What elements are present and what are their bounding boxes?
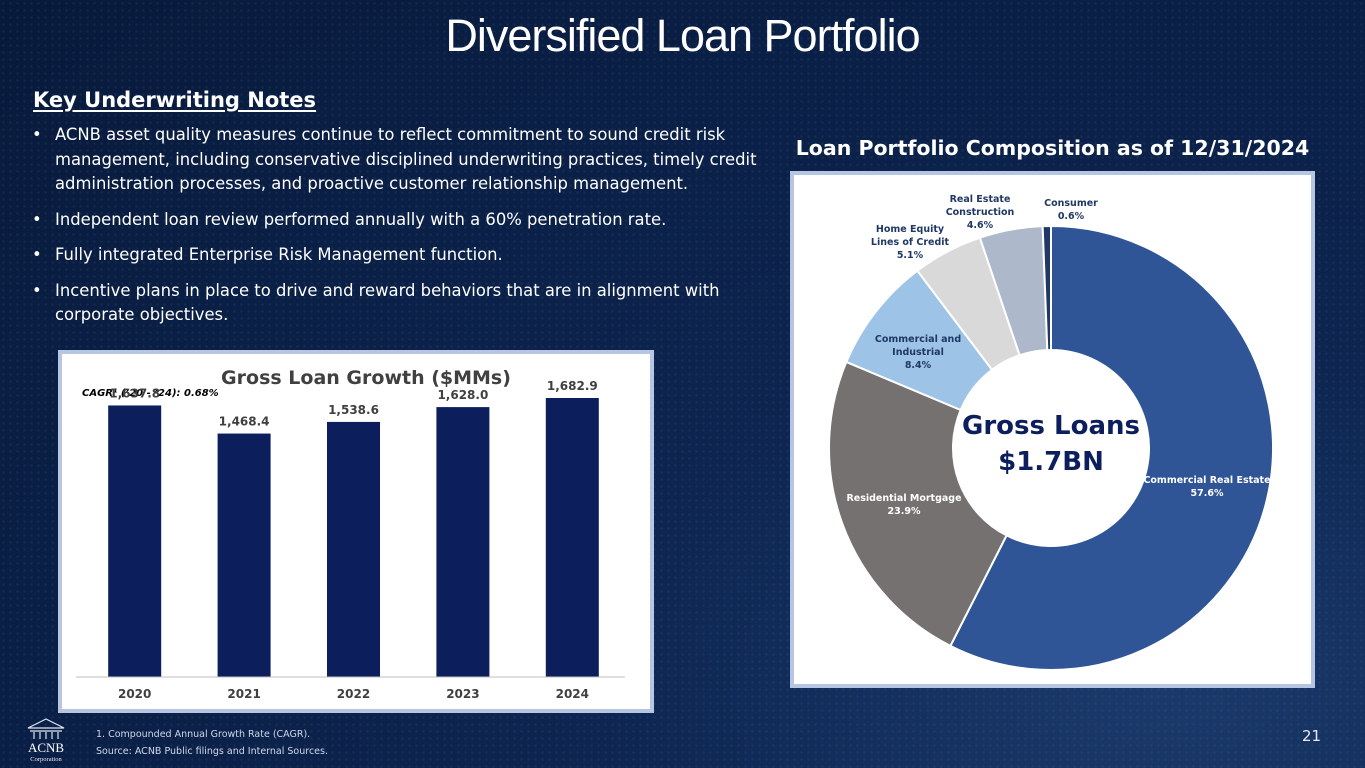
bullet-item: Incentive plans in place to drive and re… [30,279,775,328]
x-tick-label: 2022 [337,687,370,701]
logo-subtext: Corporation [30,756,62,763]
donut-center-label: Gross Loans [962,411,1140,441]
slice-category-label: Commercial and [875,334,961,345]
pie-slice-label: Consumer 0.6% [1044,198,1098,222]
pie-chart-title: Loan Portfolio Composition as of 12/31/2… [795,136,1310,160]
bar-data-label: 1,628.0 [437,388,488,402]
pie-slice [1041,224,1052,352]
page-title: Diversified Loan Portfolio [445,10,920,61]
x-tick-label: 2023 [446,687,479,701]
pie-slice-label: Home Equity Lines of Credit 5.1% [871,224,950,261]
pie-slice-label: Residential Mortgage 23.9% [846,493,961,517]
slice-category-label: Real Estate [950,194,1011,205]
gross-loan-growth-panel: Gross Loan Growth ($MMs) CAGR¹ (’20 - ’24… [58,350,654,713]
bullet-item: Fully integrated Enterprise Risk Managem… [30,243,775,268]
slice-category-label: Lines of Credit [871,237,950,248]
pie-slice [949,224,1274,671]
slice-category-label: Industrial [892,347,944,358]
bar-2021 [217,433,271,677]
slice-value-label: 57.6% [1191,488,1224,499]
logo-text: ACNB [28,740,64,755]
notes-heading: Key Underwriting Notes [33,88,317,112]
pie-slice-label: Commercial Real Estate 57.6% [1143,475,1270,499]
bar-chart: Gross Loan Growth ($MMs)CAGR¹ (’20 - ’24… [76,367,625,701]
pie-slice [828,360,1008,648]
bar-data-label: 1,682.9 [547,379,598,393]
loan-composition-panel: Commercial Real Estate 57.6% Residential M… [790,171,1315,688]
bar-2024 [545,397,599,677]
slice-value-label: 0.6% [1058,211,1085,222]
page-number: 21 [1302,727,1322,745]
x-tick-label: 2020 [118,687,151,701]
slice-value-label: 5.1% [897,250,924,261]
slice-category-label: Consumer [1044,198,1098,209]
pie-slice-label: Commercial and Industrial 8.4% [875,334,961,371]
bullet-item: ACNB asset quality measures continue to … [30,123,775,197]
notes-bullet-list: ACNB asset quality measures continue to … [30,123,775,339]
x-tick-label: 2021 [227,687,260,701]
bar-data-label: 1,468.4 [219,415,270,429]
bar-data-label: 1,538.6 [328,403,379,417]
slice-category-label: Commercial Real Estate [1143,475,1270,486]
donut-center-value: $1.7BN [998,447,1104,477]
footnote-cagr: 1. Compounded Annual Growth Rate (CAGR). [96,729,311,740]
slice-value-label: 23.9% [888,506,921,517]
footnote-source: Source: ACNB Public filings and Internal… [96,746,328,757]
donut-chart: Commercial Real Estate 57.6% Residential M… [828,194,1274,671]
slice-value-label: 4.6% [967,220,994,231]
bar-chart-title: Gross Loan Growth ($MMs) [221,367,511,389]
bar-2023 [436,407,490,677]
cagr-annotation: CAGR¹ (’20 - ’24): 0.68% [82,388,219,399]
bullet-item: Independent loan review performed annual… [30,208,775,233]
bank-building-icon [27,718,65,739]
x-tick-label: 2024 [556,687,589,701]
acnb-logo: ACNB Corporation [27,718,65,763]
slice-category-label: Home Equity [876,224,945,235]
slice-category-label: Residential Mortgage [846,493,961,504]
slice-category-label: Construction [946,207,1015,218]
bar-2020 [108,405,162,677]
bar-2022 [327,421,380,677]
bar-data-label: 1,637.8 [109,386,160,400]
pie-slice-label: Real Estate Construction 4.6% [946,194,1015,231]
slice-value-label: 8.4% [905,360,932,371]
